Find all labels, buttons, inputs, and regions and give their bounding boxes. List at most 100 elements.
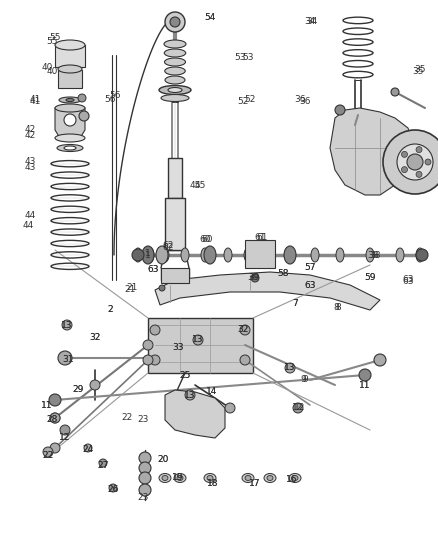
- Text: 22: 22: [42, 450, 53, 459]
- Circle shape: [139, 462, 151, 474]
- Text: 56: 56: [109, 91, 121, 100]
- Text: 61: 61: [256, 232, 268, 241]
- Text: 57: 57: [304, 263, 316, 272]
- Text: 13: 13: [61, 320, 73, 329]
- Text: 58: 58: [277, 270, 289, 279]
- Circle shape: [79, 111, 89, 121]
- Text: 33: 33: [172, 343, 184, 352]
- Text: 63: 63: [402, 278, 414, 287]
- FancyBboxPatch shape: [161, 268, 189, 283]
- Text: 40: 40: [46, 68, 58, 77]
- Circle shape: [225, 403, 235, 413]
- Ellipse shape: [162, 475, 168, 481]
- Text: 33: 33: [172, 343, 184, 352]
- Ellipse shape: [164, 49, 186, 57]
- Ellipse shape: [165, 76, 185, 84]
- Ellipse shape: [168, 87, 182, 93]
- FancyBboxPatch shape: [55, 45, 85, 67]
- Text: 32: 32: [237, 326, 249, 335]
- FancyBboxPatch shape: [148, 318, 253, 373]
- Ellipse shape: [58, 65, 82, 73]
- Circle shape: [60, 425, 70, 435]
- Circle shape: [78, 94, 86, 102]
- Ellipse shape: [264, 248, 272, 262]
- Text: 34: 34: [306, 18, 318, 27]
- Text: 31: 31: [62, 356, 74, 365]
- Text: 28: 28: [46, 416, 58, 424]
- Circle shape: [64, 114, 76, 126]
- FancyBboxPatch shape: [165, 198, 185, 250]
- Circle shape: [251, 274, 259, 282]
- Text: 12: 12: [59, 433, 71, 442]
- Text: 58: 58: [277, 270, 289, 279]
- Ellipse shape: [396, 248, 404, 262]
- Circle shape: [335, 105, 345, 115]
- Circle shape: [139, 472, 151, 484]
- Polygon shape: [55, 108, 85, 138]
- Text: 26: 26: [107, 486, 119, 495]
- Text: 28: 28: [46, 416, 58, 424]
- Text: 25: 25: [179, 370, 191, 379]
- Ellipse shape: [159, 85, 191, 94]
- Text: 25: 25: [179, 370, 191, 379]
- Text: 35: 35: [412, 68, 424, 77]
- Circle shape: [402, 151, 407, 157]
- Text: 32: 32: [89, 334, 101, 343]
- FancyBboxPatch shape: [58, 70, 82, 88]
- Text: 44: 44: [22, 221, 34, 230]
- Polygon shape: [155, 272, 380, 310]
- Text: 7: 7: [292, 298, 298, 308]
- Text: 11: 11: [41, 400, 53, 409]
- Ellipse shape: [55, 134, 85, 142]
- Circle shape: [109, 484, 117, 492]
- Text: 42: 42: [25, 131, 35, 140]
- Text: 45: 45: [194, 181, 206, 190]
- Circle shape: [139, 452, 151, 464]
- Circle shape: [62, 320, 72, 330]
- Ellipse shape: [366, 248, 374, 262]
- Text: 22: 22: [121, 414, 133, 423]
- Text: 18: 18: [207, 479, 219, 488]
- Circle shape: [185, 390, 195, 400]
- Text: 42: 42: [25, 125, 35, 134]
- Ellipse shape: [286, 248, 294, 262]
- Text: 31: 31: [62, 356, 74, 365]
- Ellipse shape: [59, 97, 81, 103]
- Circle shape: [416, 249, 428, 261]
- Text: 63: 63: [304, 280, 316, 289]
- Ellipse shape: [245, 475, 251, 481]
- Text: 59: 59: [364, 273, 376, 282]
- Circle shape: [43, 447, 53, 457]
- Ellipse shape: [242, 473, 254, 482]
- Circle shape: [383, 130, 438, 194]
- Text: 13: 13: [184, 391, 196, 400]
- Circle shape: [143, 355, 153, 365]
- Text: 1: 1: [145, 248, 151, 257]
- Text: 20: 20: [157, 456, 169, 464]
- Text: 23: 23: [137, 416, 148, 424]
- Circle shape: [58, 351, 72, 365]
- Text: 34: 34: [304, 18, 316, 27]
- Text: 36: 36: [294, 95, 306, 104]
- FancyBboxPatch shape: [245, 240, 275, 268]
- Ellipse shape: [289, 473, 301, 482]
- Text: 61: 61: [254, 232, 266, 241]
- Text: 44: 44: [25, 211, 35, 220]
- Ellipse shape: [165, 67, 185, 75]
- Text: 2: 2: [107, 305, 113, 314]
- Ellipse shape: [164, 40, 186, 48]
- Text: 63: 63: [304, 280, 316, 289]
- Circle shape: [425, 159, 431, 165]
- Text: 27: 27: [97, 461, 109, 470]
- Circle shape: [165, 12, 185, 32]
- Ellipse shape: [181, 248, 189, 262]
- Ellipse shape: [146, 248, 154, 262]
- Text: 8: 8: [335, 303, 341, 312]
- Circle shape: [150, 355, 160, 365]
- Ellipse shape: [57, 144, 83, 151]
- Polygon shape: [330, 108, 415, 195]
- Text: 39: 39: [248, 273, 260, 282]
- Text: 7: 7: [292, 298, 298, 308]
- Text: 17: 17: [249, 479, 261, 488]
- Text: 13: 13: [184, 391, 196, 400]
